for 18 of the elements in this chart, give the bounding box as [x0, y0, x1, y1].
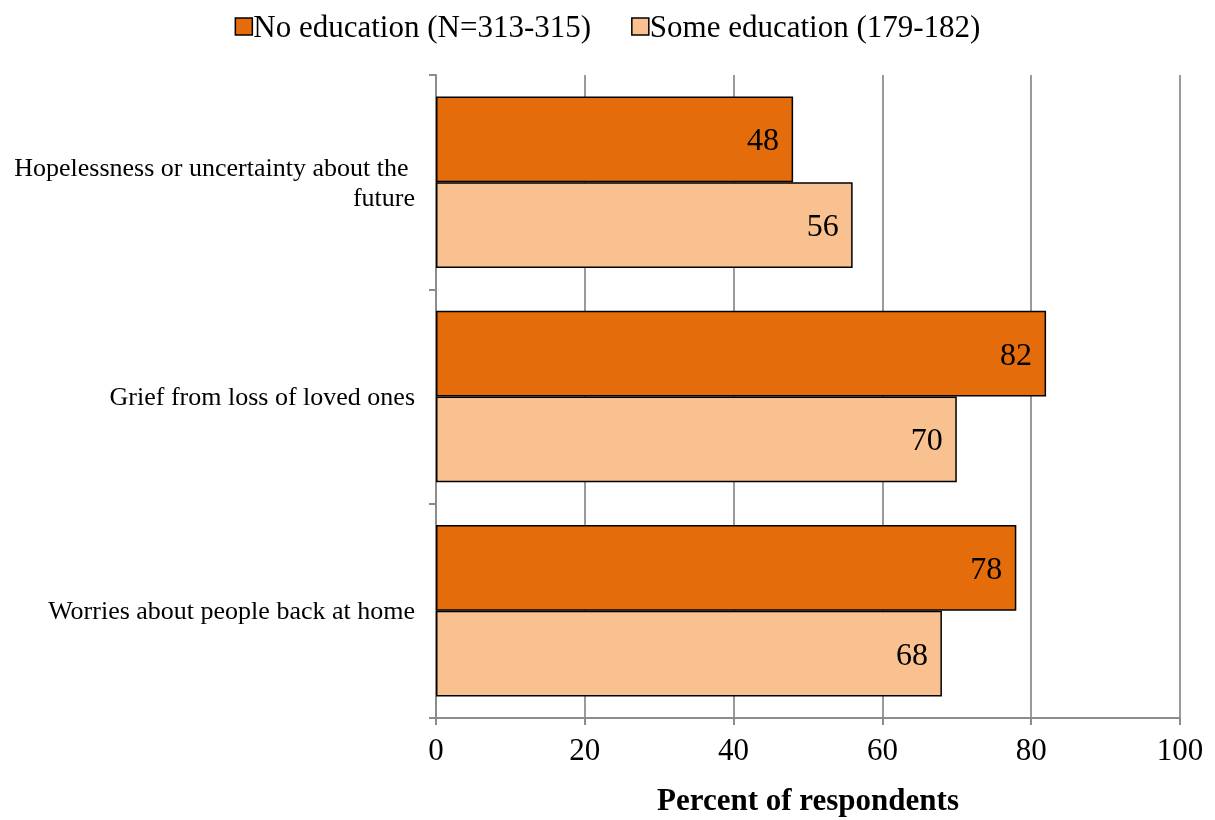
- x-tick-label: 60: [866, 732, 898, 767]
- data-label: 78: [970, 549, 1003, 586]
- data-label: 82: [1000, 335, 1033, 372]
- x-tick-label: 20: [569, 732, 601, 767]
- legend-label: No education (N=313-315): [253, 9, 592, 44]
- data-label: 48: [747, 121, 780, 158]
- x-tick-label: 0: [428, 732, 444, 767]
- y-tick-label: Worries about people back at home: [48, 596, 415, 626]
- data-label: 56: [806, 207, 839, 244]
- data-label: 70: [910, 421, 943, 458]
- y-tick-label: Grief from loss of loved ones: [109, 382, 415, 411]
- legend-label: Some education (179-182): [649, 9, 981, 44]
- x-tick-label: 80: [1015, 732, 1047, 767]
- y-tick-label: Hopelessness or uncertainty about the future: [14, 152, 415, 212]
- x-axis-title: Percent of respondents: [657, 782, 959, 817]
- data-label: 68: [895, 635, 928, 672]
- x-tick-label: 100: [1156, 732, 1204, 767]
- x-tick-label: 40: [718, 732, 750, 767]
